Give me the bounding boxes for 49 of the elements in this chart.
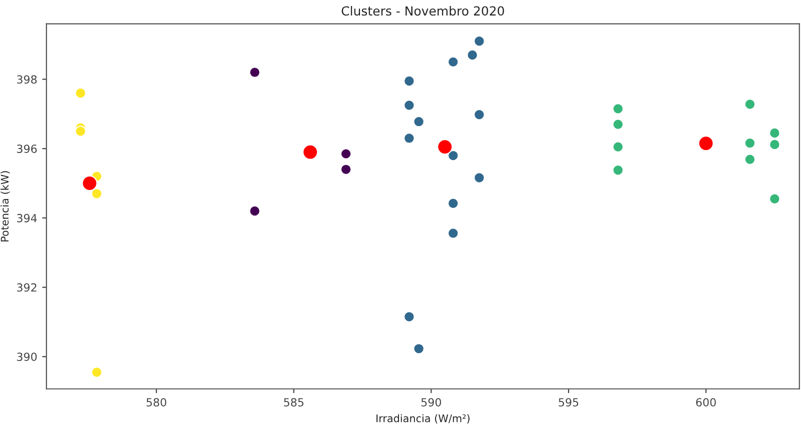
y-tick-label: 394 — [17, 214, 37, 222]
point — [403, 75, 415, 87]
point — [744, 98, 756, 110]
y-tick-label: 390 — [17, 352, 37, 362]
x-axis-title: Irradiancia (W/m²) — [376, 414, 470, 424]
y-axis-title: Potencia (kW) — [0, 171, 10, 242]
point — [74, 87, 86, 99]
point — [612, 141, 624, 153]
x-tick-label: 585 — [284, 398, 304, 407]
point — [447, 150, 459, 162]
point — [466, 49, 478, 61]
point — [403, 100, 415, 111]
point — [612, 103, 624, 114]
point — [82, 175, 98, 192]
y-tick-label: 392 — [17, 283, 36, 292]
chart-title: Clusters - Novembro 2020 — [342, 6, 504, 16]
point — [744, 154, 756, 166]
point — [768, 193, 780, 205]
point — [403, 311, 415, 322]
x-tick-label: 600 — [696, 398, 716, 407]
point — [768, 127, 780, 139]
point — [447, 56, 459, 68]
point — [74, 126, 86, 137]
point — [249, 205, 260, 217]
point — [474, 172, 485, 184]
point — [612, 164, 624, 176]
y-tick-label: 396 — [17, 144, 37, 153]
point — [91, 188, 102, 200]
point — [340, 164, 352, 176]
point — [437, 139, 453, 155]
point — [474, 108, 485, 120]
point — [302, 144, 318, 160]
point — [91, 366, 102, 378]
y-tick-label: 398 — [17, 75, 37, 84]
point — [249, 66, 260, 78]
x-tick-label: 590 — [421, 398, 442, 407]
point — [474, 35, 485, 47]
x-tick-label: 580 — [146, 398, 166, 407]
point — [413, 342, 425, 354]
x-tick-label: 595 — [558, 398, 578, 407]
point — [612, 118, 624, 130]
point — [698, 136, 714, 152]
point — [447, 198, 459, 210]
point — [744, 137, 756, 149]
point — [447, 228, 459, 239]
point — [403, 132, 415, 144]
point — [340, 148, 352, 160]
point — [413, 116, 425, 128]
point — [768, 138, 780, 150]
